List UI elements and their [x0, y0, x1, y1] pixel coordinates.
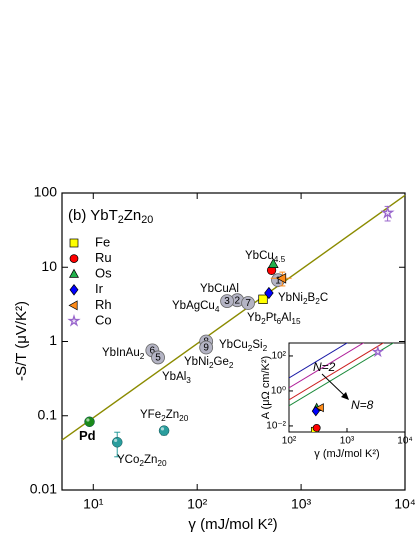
annotation: YbNi2B2C: [278, 292, 328, 306]
y-tick-label: 0.1: [38, 406, 58, 422]
y-tick-label: 10: [41, 258, 57, 274]
point-number: 3: [224, 296, 230, 307]
sphere-highlight: [114, 438, 118, 443]
kw-line: [289, 343, 385, 401]
x-tick-label: 10⁴: [394, 496, 415, 512]
x-tick-label: 10³: [291, 496, 312, 512]
arrow-shaft: [321, 373, 347, 398]
marker-triangle-left: [68, 300, 78, 311]
marker-square: [258, 294, 268, 304]
inset-annotation: N=2: [313, 360, 336, 374]
inset-plot: [289, 343, 395, 432]
numbered-point: [220, 294, 234, 309]
legend-label: Co: [95, 312, 112, 327]
y-tick-label: 1: [49, 332, 57, 348]
annotation: YCo2Zn20: [117, 454, 167, 468]
inset-y-tick-label: 10²: [272, 351, 287, 362]
annotation: YbAgCu4: [172, 300, 220, 314]
fit-line: [61, 194, 406, 441]
numbered-point: [241, 296, 255, 310]
point-number: 2: [234, 295, 240, 306]
numbered-point: [151, 350, 165, 365]
inset-x-tick-label: 10⁴: [397, 436, 412, 447]
kw-line: [289, 343, 348, 379]
point-number: 1: [275, 275, 281, 286]
marker-triangle-left: [276, 272, 287, 284]
inset-x-tick-label: 10²: [282, 436, 297, 447]
point-number: 9: [203, 343, 209, 354]
annotation: YbNi2Ge2: [184, 356, 234, 370]
inset-y-tick-label: 10⁰: [271, 386, 286, 397]
marker-circle: [69, 254, 79, 263]
point-number: 6: [150, 345, 156, 356]
x-axis-title: γ (mJ/mol K²): [188, 516, 277, 533]
legend-label: Rh: [95, 297, 112, 312]
kw-line: [289, 343, 365, 389]
reference-point: [111, 436, 123, 448]
y-tick-label: 0.01: [30, 481, 57, 497]
kw-line: [289, 343, 395, 407]
annotation: YbInAu2: [102, 347, 145, 361]
marker-triangle-left: [315, 403, 324, 413]
marker-circle: [312, 423, 321, 432]
sphere-highlight: [160, 427, 165, 431]
legend-label: Fe: [95, 234, 110, 249]
legend-label: Ru: [95, 250, 112, 265]
marker-star: [380, 205, 395, 219]
x-tick-label: 10²: [187, 496, 208, 512]
marker-star: [371, 345, 384, 358]
inset-x-tick-label: 10³: [340, 436, 355, 447]
inset-y-tick-label: 10⁻²: [266, 421, 286, 432]
point-number: 5: [155, 353, 161, 364]
annotation: YbAl3: [162, 371, 191, 385]
marker-triangle: [267, 258, 279, 268]
legend-label: Ir: [95, 281, 104, 296]
marker-diamond: [264, 286, 274, 300]
annotation: YFe2Zn20: [140, 409, 189, 423]
numbered-point: [199, 340, 214, 355]
annotation: Pd: [79, 428, 96, 443]
inset-annotation: N=8: [351, 398, 374, 412]
marker-triangle: [69, 268, 79, 278]
inset-frame: [288, 342, 406, 433]
sphere-highlight: [86, 418, 90, 422]
marker-square: [69, 238, 79, 248]
x-tick-label: 10¹: [83, 496, 104, 512]
y-axis-title: -S/T (μV/K²): [13, 301, 30, 381]
marker-star: [67, 314, 81, 327]
marker-diamond: [69, 284, 79, 296]
annotation: YbCuAl: [200, 283, 239, 295]
y-tick-label: 100: [34, 184, 58, 200]
arrow-head: [341, 392, 349, 400]
inset-x-title: γ (mJ/mol K²): [314, 448, 379, 460]
chart-title: (b) YbT2Zn20: [68, 207, 153, 226]
point-number: 7: [245, 298, 251, 309]
annotation: YbCu2Si2: [219, 339, 268, 353]
reference-point: [158, 425, 170, 436]
inset-y-title: A (μΩ cm/K²): [260, 356, 272, 419]
annotation: YbCu4.5: [245, 250, 286, 264]
annotation: Yb2Pt6Al15: [247, 312, 301, 326]
legend-label: Os: [95, 266, 112, 281]
reference-point: [84, 416, 95, 428]
